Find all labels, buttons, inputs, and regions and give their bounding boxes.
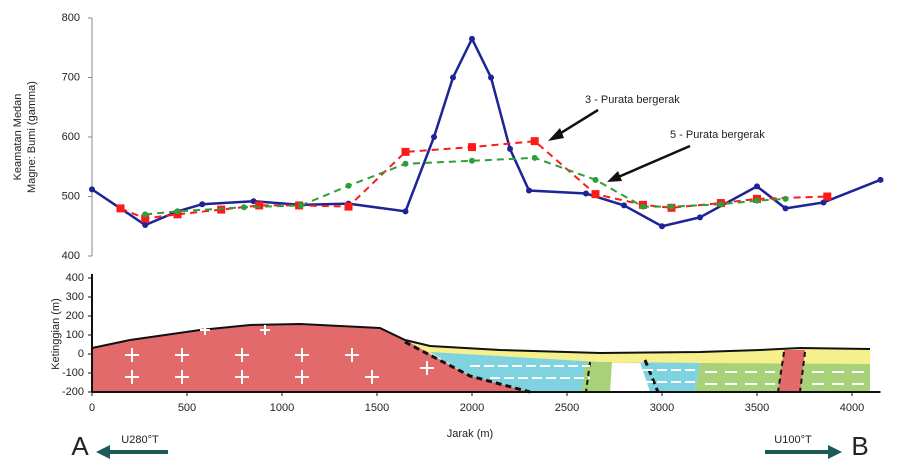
marker bbox=[820, 199, 827, 206]
marker bbox=[488, 74, 494, 81]
marker bbox=[697, 214, 703, 221]
arrowhead bbox=[607, 171, 622, 182]
x-axis-label: Jarak (m) bbox=[447, 428, 493, 440]
marker bbox=[782, 195, 789, 202]
section-end-label: B bbox=[851, 431, 868, 461]
fault-line bbox=[777, 351, 785, 393]
y-tick-label: -100 bbox=[62, 367, 84, 379]
fault-line bbox=[643, 359, 660, 393]
y-tick-label: 300 bbox=[66, 291, 84, 303]
x-tick-label: 1500 bbox=[365, 402, 389, 414]
y-tick-label: 800 bbox=[62, 12, 80, 24]
marker bbox=[531, 154, 538, 161]
marker bbox=[592, 176, 599, 183]
annotation: 5 - Purata bergerak bbox=[670, 129, 765, 141]
granite-symbols bbox=[125, 325, 434, 384]
marker bbox=[640, 203, 646, 210]
y-axis-label: Keamatan Medan bbox=[12, 94, 24, 181]
y-axis-label: Ketinggian (m) bbox=[50, 298, 62, 370]
marker bbox=[469, 157, 475, 164]
x-tick-label: 500 bbox=[178, 402, 196, 414]
marker bbox=[717, 201, 724, 208]
x-tick-label: 3500 bbox=[745, 402, 769, 414]
y-tick-label: -200 bbox=[62, 386, 84, 398]
marker bbox=[298, 202, 304, 209]
marker bbox=[89, 186, 95, 193]
x-tick-label: 2500 bbox=[555, 402, 579, 414]
annotation-arrow bbox=[615, 144, 691, 180]
marker bbox=[530, 137, 539, 146]
marker bbox=[659, 223, 665, 230]
fault-line bbox=[799, 351, 806, 393]
x-tick-label: 2000 bbox=[460, 402, 484, 414]
y-tick-label: 100 bbox=[66, 329, 84, 341]
marker bbox=[668, 203, 675, 210]
y-tick-label: 700 bbox=[62, 71, 80, 83]
direction-label: U280°T bbox=[121, 434, 159, 446]
marker bbox=[754, 197, 760, 204]
marker bbox=[450, 74, 456, 81]
y-tick-label: 200 bbox=[66, 310, 84, 322]
marker bbox=[877, 176, 884, 183]
marker bbox=[116, 204, 125, 213]
direction-label: U100°T bbox=[774, 434, 812, 446]
annotation-arrow bbox=[555, 108, 599, 138]
arrowhead bbox=[96, 445, 110, 459]
granite-body bbox=[778, 350, 805, 392]
marker bbox=[250, 198, 257, 205]
marker bbox=[823, 192, 832, 201]
geology bbox=[91, 322, 871, 394]
y-tick-label: 400 bbox=[62, 250, 80, 262]
marker bbox=[621, 202, 627, 209]
series-line bbox=[145, 156, 786, 216]
marker bbox=[507, 145, 513, 152]
annotation: 3 - Purata bergerak bbox=[585, 94, 680, 106]
marker bbox=[142, 222, 149, 229]
limestone-bricks bbox=[470, 365, 695, 383]
marker bbox=[142, 211, 149, 218]
marker bbox=[174, 208, 181, 215]
marker bbox=[345, 182, 352, 189]
marker bbox=[402, 160, 409, 167]
marker bbox=[199, 201, 206, 208]
marker bbox=[344, 202, 353, 211]
fault-line bbox=[404, 340, 531, 394]
marker bbox=[526, 187, 532, 194]
marker bbox=[141, 214, 150, 223]
marker bbox=[468, 143, 476, 152]
y-axis-label: Magne: Bumi (gamma) bbox=[26, 81, 38, 193]
marker bbox=[754, 183, 760, 190]
y-tick-label: 500 bbox=[62, 190, 80, 202]
marker bbox=[431, 134, 437, 140]
limestone-layer bbox=[430, 352, 600, 392]
x-tick-label: 3000 bbox=[650, 402, 674, 414]
section-end-label: A bbox=[71, 431, 89, 461]
y-tick-label: 400 bbox=[66, 272, 84, 284]
marker bbox=[591, 190, 600, 199]
marker bbox=[782, 205, 789, 212]
shale-layer bbox=[582, 362, 612, 392]
marker bbox=[402, 208, 409, 215]
x-tick-label: 1000 bbox=[270, 402, 294, 414]
arrowhead bbox=[548, 128, 564, 141]
limestone-layer bbox=[610, 362, 700, 392]
y-tick-label: 0 bbox=[78, 348, 84, 360]
marker bbox=[469, 35, 475, 42]
arrowhead bbox=[828, 445, 842, 459]
marker bbox=[583, 190, 589, 197]
x-tick-label: 0 bbox=[89, 402, 95, 414]
granite-body bbox=[92, 324, 530, 392]
x-tick-label: 4000 bbox=[840, 402, 864, 414]
marker bbox=[401, 147, 410, 156]
y-tick-label: 600 bbox=[62, 131, 80, 143]
marker bbox=[241, 204, 247, 211]
marker bbox=[255, 201, 264, 210]
